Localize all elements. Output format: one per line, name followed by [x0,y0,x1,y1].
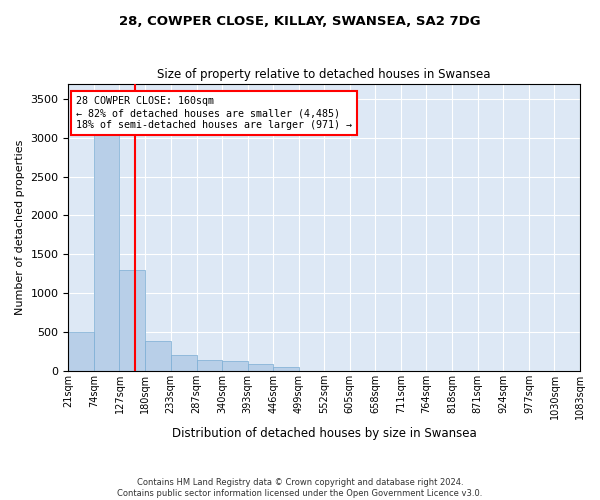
Title: Size of property relative to detached houses in Swansea: Size of property relative to detached ho… [157,68,491,81]
Bar [145,341,170,370]
Text: Contains HM Land Registry data © Crown copyright and database right 2024.
Contai: Contains HM Land Registry data © Crown c… [118,478,482,498]
Bar [273,367,299,370]
Text: 28, COWPER CLOSE, KILLAY, SWANSEA, SA2 7DG: 28, COWPER CLOSE, KILLAY, SWANSEA, SA2 7… [119,15,481,28]
Bar [197,360,222,370]
X-axis label: Distribution of detached houses by size in Swansea: Distribution of detached houses by size … [172,427,476,440]
Y-axis label: Number of detached properties: Number of detached properties [15,140,25,315]
Bar [94,130,119,370]
Bar [68,332,94,370]
Bar [222,362,248,370]
Bar [119,270,145,370]
Bar [248,364,273,370]
Text: 28 COWPER CLOSE: 160sqm
← 82% of detached houses are smaller (4,485)
18% of semi: 28 COWPER CLOSE: 160sqm ← 82% of detache… [76,96,352,130]
Bar [170,355,197,370]
